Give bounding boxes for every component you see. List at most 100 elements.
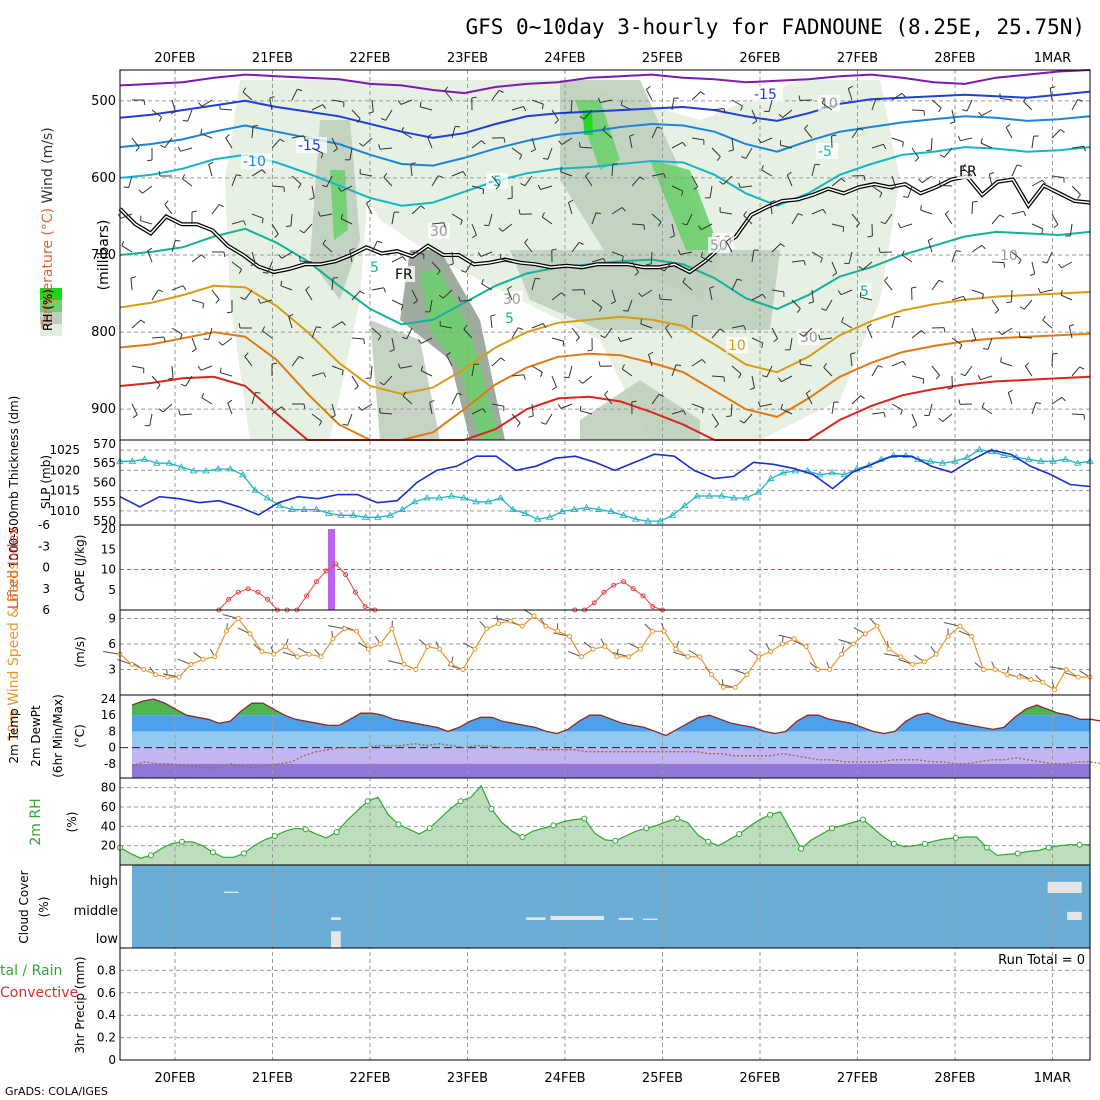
wind-barb-flag <box>820 257 823 263</box>
wind-speed-point <box>602 644 608 650</box>
wind-barb <box>731 99 743 107</box>
wind-barb <box>751 293 763 301</box>
wind-barb <box>267 261 273 274</box>
thickness-point <box>558 507 566 514</box>
wind-barb <box>541 216 553 225</box>
wind-barb-flag <box>587 349 593 352</box>
wind-barb-flag <box>244 352 249 357</box>
wind-speed-point <box>141 667 147 672</box>
wind-barb-flag <box>596 212 602 215</box>
wind-speed-point <box>590 646 596 652</box>
wind-barb-flag <box>823 363 828 368</box>
wind-barb-flag <box>780 403 783 410</box>
wind-barb <box>751 109 758 122</box>
wind-barb-flag <box>160 144 166 149</box>
surface-wind-barb <box>778 634 795 640</box>
wind-barb <box>208 164 213 177</box>
wind-speed-point <box>330 636 336 642</box>
wind-barb <box>491 403 504 407</box>
wind-barb-flag <box>840 178 846 183</box>
wind-barb-flag <box>640 318 643 324</box>
wind-barb <box>960 137 973 142</box>
dewpoint-line <box>131 742 1100 769</box>
wind-barb-flag <box>1008 389 1013 394</box>
wind-barb <box>531 323 544 329</box>
rh2m-point <box>705 838 712 845</box>
wind-barb-flag <box>920 330 926 335</box>
wind-barb-flag <box>850 352 856 355</box>
wind-barb <box>220 108 233 111</box>
wind-barb <box>531 365 543 373</box>
wind-barb <box>251 169 263 177</box>
lifted-index-line <box>574 581 663 611</box>
wind-barb <box>951 337 963 346</box>
wind-barb-flag <box>354 385 359 390</box>
wind-barb <box>1011 251 1022 261</box>
wind-barb-flag <box>557 403 562 409</box>
wind-barb-flag <box>599 306 603 312</box>
wind-barb <box>1011 210 1024 215</box>
wind-barb-flag <box>858 265 864 270</box>
wind-barb-flag <box>1069 323 1075 327</box>
cloud-cover-label: Cloud Cover <box>17 870 31 943</box>
wind-barb <box>1071 185 1081 195</box>
wind-speed-point <box>294 654 300 660</box>
wind-barb-flag <box>981 402 985 408</box>
wind-barb <box>171 327 183 335</box>
wind-barb-flag <box>935 374 940 380</box>
wind-barb-flag <box>417 339 422 344</box>
wind-label: 10m Wind Speed & Barbs <box>6 562 22 741</box>
wind-barb <box>402 395 413 405</box>
wind-barb <box>164 137 173 148</box>
upper-y-axis-label: (millibars) <box>96 220 112 291</box>
wind-barb <box>921 175 933 184</box>
wind-barb-flag <box>860 395 865 400</box>
wind-barb <box>151 375 161 386</box>
pressure-tick-label: 800 <box>91 325 116 340</box>
wind-barb-flag <box>238 268 243 274</box>
wind-barb <box>360 173 373 177</box>
wind-barb <box>331 321 343 329</box>
wind-barb <box>823 367 833 377</box>
contour-label: -5 <box>818 144 832 160</box>
wind-barb <box>582 375 593 384</box>
wind-barb <box>691 175 699 187</box>
wind-barb-flag <box>402 256 407 261</box>
wind-barb <box>1007 392 1013 405</box>
wind-barb-flag <box>274 233 279 238</box>
rh2m-point <box>921 840 928 847</box>
wind-barb-flag <box>178 410 181 416</box>
wind-barb <box>930 137 933 151</box>
wind-barb <box>451 126 456 139</box>
wind-barb <box>980 375 993 381</box>
wind-barb <box>901 254 913 263</box>
wind-barb <box>488 213 493 226</box>
wind-speed-point <box>354 628 360 634</box>
rh-shade-region <box>510 250 780 330</box>
lifted-index-tick-label: -3 <box>38 539 50 553</box>
wind-barb <box>411 289 418 301</box>
lifted-index-point <box>235 589 241 595</box>
wind-barb-flag <box>757 401 761 407</box>
wind-barb <box>331 278 334 291</box>
date-label-bottom: 27FEB <box>837 1071 878 1086</box>
thickness-point <box>128 457 137 464</box>
wind-barb <box>311 104 323 111</box>
wind-barb <box>791 260 804 263</box>
wind-barb-flag <box>182 119 188 122</box>
wind-tick-label: 9 <box>108 612 116 626</box>
wind-barb-flag <box>330 415 336 419</box>
date-label-bottom: 21FEB <box>252 1071 293 1086</box>
wind-barb-flag <box>743 325 747 331</box>
wind-barb-flag <box>437 175 444 178</box>
wind-barb-flag <box>867 323 872 328</box>
wind-barb <box>442 289 453 299</box>
lifted-index-point <box>313 579 319 585</box>
contour-label-bg <box>998 247 1020 263</box>
wind-barb-flag <box>621 364 625 370</box>
wind-barb <box>151 289 159 301</box>
wind-barb-flag <box>648 351 654 355</box>
wind-barb-flag <box>225 134 230 139</box>
isotherm-line <box>119 90 1091 139</box>
wind-barb <box>580 410 593 415</box>
